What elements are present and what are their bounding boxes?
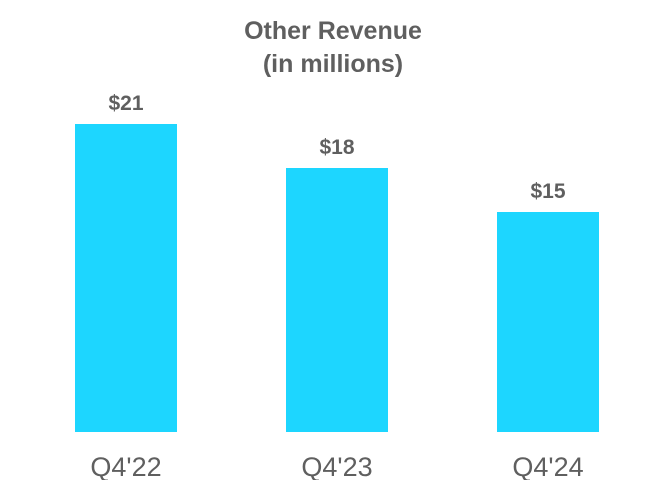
x-tick-label-2: Q4'24 xyxy=(512,452,583,480)
chart-subtitle: (in millions) xyxy=(263,50,403,78)
x-tick-label-0: Q4'22 xyxy=(90,452,161,480)
data-labels-group: $21 $18 $15 xyxy=(108,92,565,203)
bar-0 xyxy=(75,124,177,432)
data-label-1: $18 xyxy=(319,136,354,159)
chart-title: Other Revenue xyxy=(244,17,422,45)
data-label-0: $21 xyxy=(108,92,143,115)
bar-1 xyxy=(286,168,388,432)
data-label-2: $15 xyxy=(530,180,565,203)
x-axis-tick-labels: Q4'22 Q4'23 Q4'24 xyxy=(90,452,583,480)
bars-group xyxy=(75,124,599,432)
x-tick-label-1: Q4'23 xyxy=(301,452,372,480)
bar-2 xyxy=(497,212,599,432)
